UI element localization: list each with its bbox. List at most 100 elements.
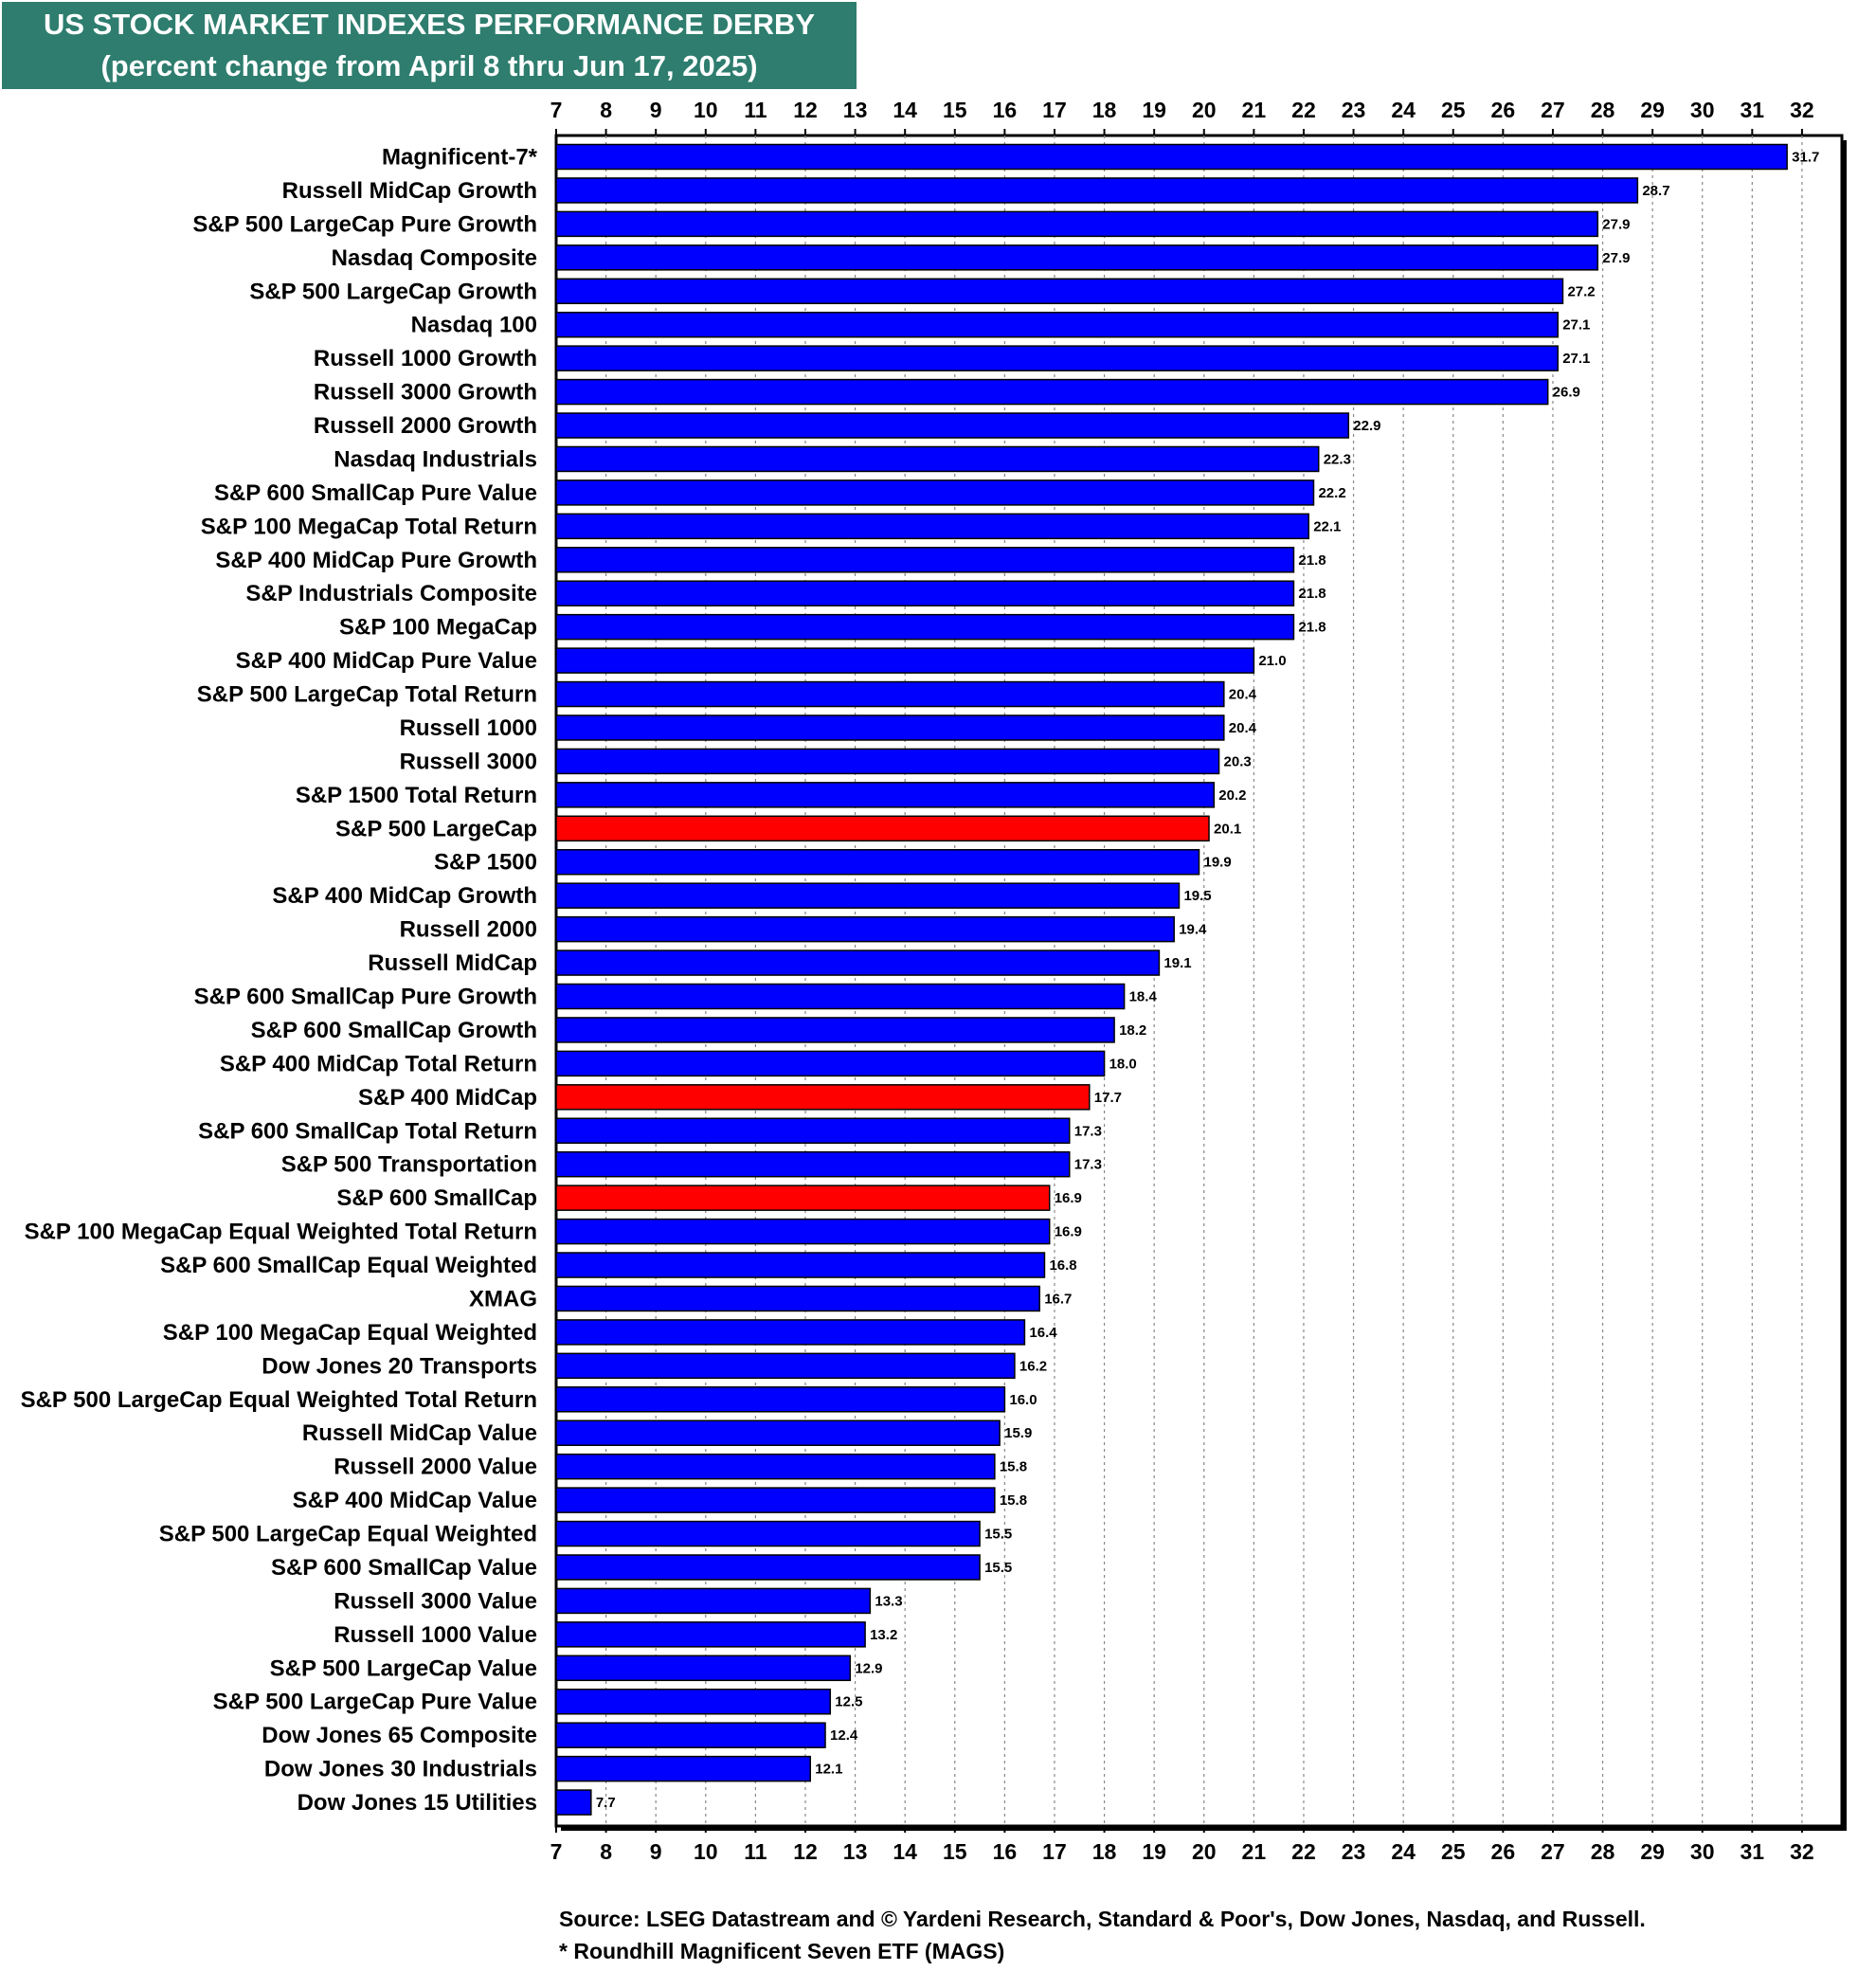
value-label: 16.0 xyxy=(1009,1392,1037,1408)
x-tick-label-bottom: 23 xyxy=(1342,1839,1366,1864)
category-label: S&P 100 MegaCap Equal Weighted Total Ret… xyxy=(25,1220,537,1245)
category-label: Russell 2000 Value xyxy=(334,1455,537,1480)
category-label: Dow Jones 20 Transports xyxy=(262,1353,537,1379)
bar xyxy=(555,513,1309,540)
value-label: 15.9 xyxy=(1004,1425,1032,1441)
bar xyxy=(555,445,1320,473)
bar xyxy=(555,1419,1001,1446)
value-label: 20.3 xyxy=(1224,753,1252,769)
category-label: Dow Jones 65 Composite xyxy=(262,1723,537,1748)
x-tick-label-bottom: 12 xyxy=(793,1839,818,1864)
value-label: 20.2 xyxy=(1218,787,1246,804)
value-label: 27.1 xyxy=(1562,317,1590,334)
value-label: 16.8 xyxy=(1049,1257,1076,1274)
value-label: 18.2 xyxy=(1119,1022,1146,1039)
x-tick-label-top: 10 xyxy=(694,98,718,122)
x-tick-label-bottom: 10 xyxy=(694,1839,718,1864)
category-label: S&P 1500 Total Return xyxy=(296,783,537,808)
value-label: 20.4 xyxy=(1229,687,1257,703)
bar xyxy=(555,1252,1046,1278)
bar xyxy=(555,244,1599,271)
x-tick-label-bottom: 29 xyxy=(1640,1839,1665,1864)
category-label: S&P 500 LargeCap Growth xyxy=(249,279,537,304)
x-tick-label-bottom: 32 xyxy=(1790,1839,1814,1864)
value-label: 19.9 xyxy=(1204,855,1232,871)
x-tick-label-top: 32 xyxy=(1790,98,1814,122)
x-tick-label-bottom: 13 xyxy=(843,1839,868,1864)
category-label: S&P 100 MegaCap Total Return xyxy=(201,514,537,539)
x-tick-label-top: 25 xyxy=(1441,98,1466,122)
category-label: Magnificent-7* xyxy=(382,145,538,171)
bar xyxy=(555,1386,1006,1413)
bar xyxy=(555,983,1126,1010)
category-label: S&P 500 LargeCap Total Return xyxy=(197,682,537,708)
x-tick-label-bottom: 9 xyxy=(650,1839,662,1864)
value-label: 16.4 xyxy=(1029,1325,1057,1341)
category-label: S&P 600 SmallCap Equal Weighted xyxy=(160,1253,537,1278)
x-tick-label-bottom: 21 xyxy=(1242,1839,1267,1864)
value-label: 17.3 xyxy=(1074,1157,1102,1173)
x-tick-label-top: 15 xyxy=(943,98,967,122)
category-label: S&P 1500 xyxy=(434,850,537,876)
category-label: S&P 500 LargeCap Equal Weighted Total Re… xyxy=(21,1387,537,1413)
value-label: 21.8 xyxy=(1298,552,1326,569)
x-tick-label-top: 22 xyxy=(1291,98,1316,122)
bar xyxy=(555,210,1599,238)
bar xyxy=(555,1520,981,1547)
value-label: 12.5 xyxy=(835,1694,862,1710)
bar xyxy=(555,1755,811,1782)
category-label: Russell MidCap xyxy=(368,950,537,976)
category-label: S&P 600 SmallCap Value xyxy=(271,1555,537,1581)
value-label: 15.5 xyxy=(984,1527,1012,1543)
x-tick-label-top: 11 xyxy=(744,98,767,122)
bar xyxy=(555,1084,1091,1111)
x-tick-label-top: 31 xyxy=(1741,98,1765,122)
x-tick-label-top: 16 xyxy=(993,98,1018,122)
bar xyxy=(555,1050,1106,1077)
category-label: Russell 3000 xyxy=(400,749,537,774)
x-tick-label-bottom: 15 xyxy=(943,1839,967,1864)
category-label: Nasdaq Industrials xyxy=(334,446,537,472)
category-label: S&P Industrials Composite xyxy=(245,581,537,606)
category-label: S&P 600 SmallCap Pure Value xyxy=(214,480,537,506)
category-label: Russell 2000 Growth xyxy=(314,413,537,439)
value-label: 27.9 xyxy=(1602,216,1630,232)
value-label: 17.7 xyxy=(1094,1090,1122,1106)
x-tick-label-top: 9 xyxy=(650,98,662,122)
x-tick-label-bottom: 28 xyxy=(1591,1839,1615,1864)
x-tick-label-bottom: 16 xyxy=(993,1839,1018,1864)
category-label: S&P 500 LargeCap Pure Growth xyxy=(192,211,537,237)
x-tick-label-bottom: 20 xyxy=(1192,1839,1217,1864)
bar xyxy=(555,1184,1051,1211)
bar xyxy=(555,278,1564,305)
category-label: Russell 3000 Growth xyxy=(314,380,537,406)
x-tick-label-bottom: 7 xyxy=(550,1839,563,1864)
category-label: XMAG xyxy=(469,1286,537,1311)
value-label: 22.1 xyxy=(1313,518,1341,534)
chart-title: US STOCK MARKET INDEXES PERFORMANCE DERB… xyxy=(43,8,816,41)
x-tick-label-bottom: 18 xyxy=(1092,1839,1117,1864)
category-label: S&P 600 SmallCap xyxy=(336,1185,537,1211)
bar xyxy=(555,680,1225,708)
bar xyxy=(555,1722,826,1748)
bar xyxy=(555,580,1295,606)
bar xyxy=(555,1621,866,1648)
bar xyxy=(555,1319,1026,1346)
category-label: S&P 400 MidCap xyxy=(358,1085,537,1111)
x-tick-label-top: 24 xyxy=(1391,98,1416,122)
x-tick-label-bottom: 27 xyxy=(1541,1839,1565,1864)
bar xyxy=(555,1688,832,1715)
bar xyxy=(555,613,1295,641)
value-label: 22.9 xyxy=(1353,418,1380,434)
bar xyxy=(555,311,1559,338)
category-label: S&P 600 SmallCap Pure Growth xyxy=(194,985,537,1010)
value-label: 22.3 xyxy=(1324,451,1351,467)
x-tick-label-top: 12 xyxy=(793,98,818,122)
value-label: 21.8 xyxy=(1298,620,1326,636)
footnote: * Roundhill Magnificent Seven ETF (MAGS) xyxy=(559,1939,1005,1963)
bar xyxy=(555,915,1175,943)
x-tick-label-top: 23 xyxy=(1342,98,1366,122)
category-label: S&P 500 LargeCap Equal Weighted xyxy=(159,1522,537,1547)
bar xyxy=(555,949,1161,976)
value-label: 19.5 xyxy=(1183,888,1211,904)
